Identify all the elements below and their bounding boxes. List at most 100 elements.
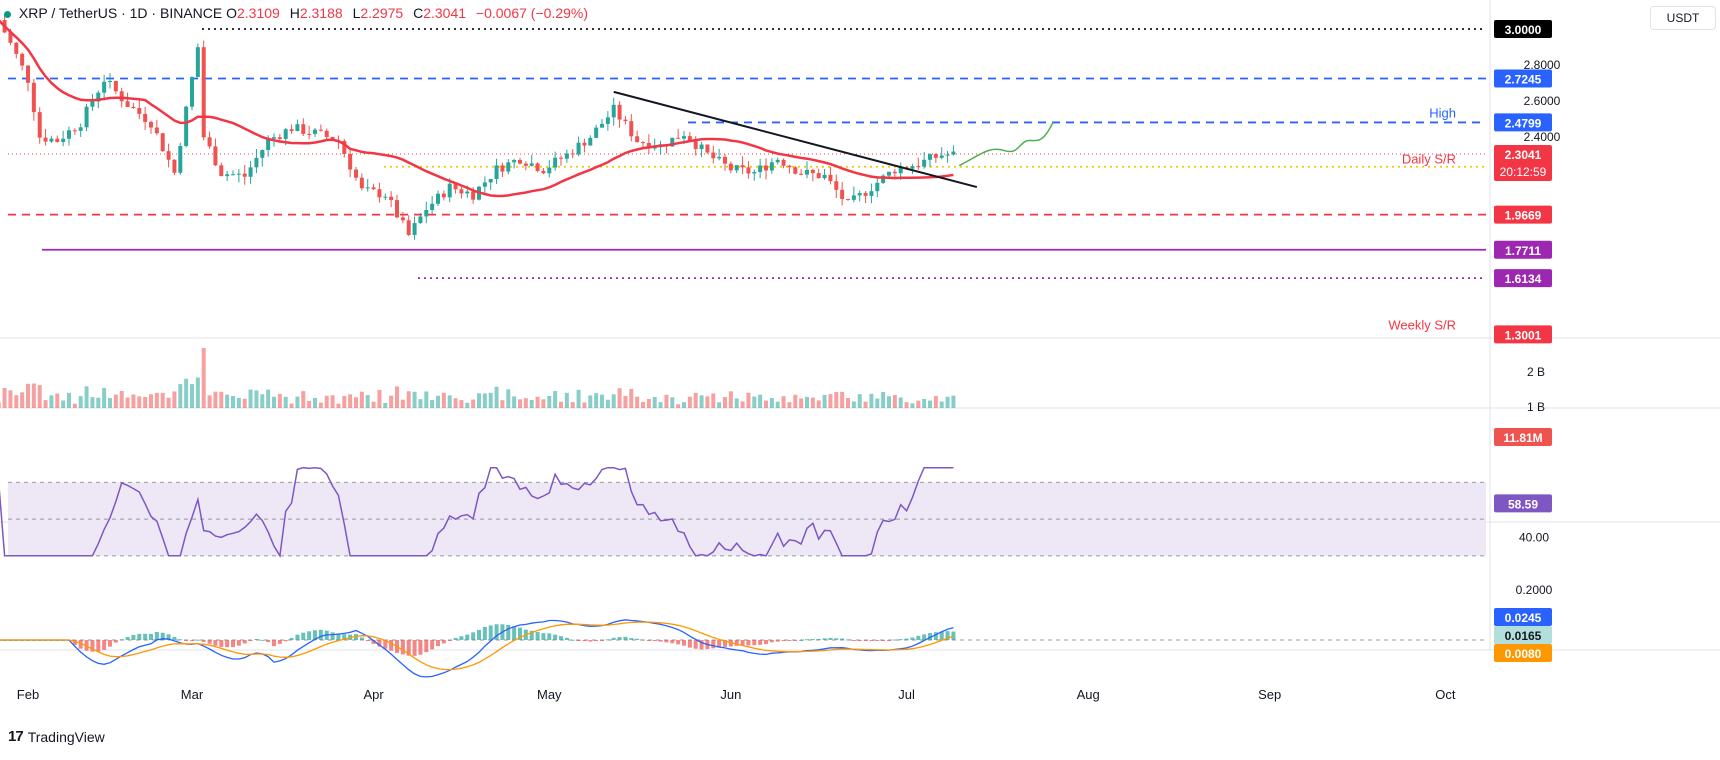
volume-bar[interactable]: [254, 390, 259, 408]
volume-bar[interactable]: [576, 389, 581, 408]
macd-histogram-bar[interactable]: [113, 640, 118, 643]
macd-histogram-bar[interactable]: [248, 640, 253, 641]
volume-bar[interactable]: [512, 396, 517, 408]
macd-histogram-bar[interactable]: [611, 637, 616, 640]
volume-bar[interactable]: [488, 392, 493, 408]
candle-body[interactable]: [277, 137, 282, 139]
macd-histogram-bar[interactable]: [670, 640, 675, 644]
candle-body[interactable]: [611, 104, 616, 118]
volume-bar[interactable]: [359, 391, 364, 408]
candle-body[interactable]: [436, 193, 440, 204]
candle-body[interactable]: [453, 183, 458, 190]
candle-body[interactable]: [523, 163, 528, 166]
macd-histogram-bar[interactable]: [447, 640, 452, 641]
tradingview-branding[interactable]: 17 TradingView: [8, 728, 105, 745]
candle-body[interactable]: [301, 124, 306, 134]
volume-bar[interactable]: [26, 383, 30, 408]
macd-histogram-bar[interactable]: [313, 630, 317, 640]
macd-histogram-bar[interactable]: [576, 640, 581, 641]
macd-histogram-bar[interactable]: [652, 640, 657, 642]
volume-bar[interactable]: [816, 400, 821, 408]
volume-bar[interactable]: [55, 393, 60, 408]
candle-body[interactable]: [113, 80, 118, 92]
candle-body[interactable]: [90, 101, 95, 107]
candle-body[interactable]: [342, 140, 347, 154]
candle-body[interactable]: [236, 173, 241, 175]
candle-body[interactable]: [324, 130, 329, 137]
candle-body[interactable]: [723, 156, 727, 164]
macd-histogram-bar[interactable]: [207, 640, 212, 644]
volume-bar[interactable]: [342, 395, 347, 408]
candle-body[interactable]: [195, 47, 200, 78]
volume-bar[interactable]: [887, 396, 891, 408]
volume-bar[interactable]: [705, 396, 710, 408]
macd-histogram-bar[interactable]: [828, 637, 833, 640]
volume-bar[interactable]: [0, 402, 1, 408]
volume-bar[interactable]: [588, 395, 593, 408]
volume-bar[interactable]: [406, 391, 411, 408]
macd-histogram-bar[interactable]: [459, 636, 464, 640]
macd-histogram-bar[interactable]: [775, 640, 780, 642]
volume-bar[interactable]: [775, 401, 780, 408]
candle-body[interactable]: [547, 167, 552, 174]
candle-body[interactable]: [207, 137, 212, 147]
candle-body[interactable]: [49, 138, 54, 142]
macd-histogram-bar[interactable]: [201, 640, 206, 642]
volume-bar[interactable]: [898, 397, 903, 408]
candle-body[interactable]: [898, 167, 903, 174]
candle-body[interactable]: [734, 165, 739, 171]
macd-histogram-bar[interactable]: [535, 631, 540, 640]
candle-body[interactable]: [799, 173, 804, 175]
volume-bar[interactable]: [37, 385, 42, 408]
volume-bar[interactable]: [933, 396, 938, 408]
candle-body[interactable]: [834, 181, 839, 190]
macd-histogram-bar[interactable]: [236, 640, 241, 646]
macd-histogram-bar[interactable]: [816, 638, 821, 640]
volume-bar[interactable]: [8, 390, 13, 408]
candle-body[interactable]: [887, 171, 891, 176]
macd-histogram-bar[interactable]: [266, 640, 271, 643]
macd-histogram-bar[interactable]: [131, 635, 136, 640]
candle-body[interactable]: [635, 136, 640, 143]
macd-histogram-bar[interactable]: [723, 640, 727, 647]
macd-histogram-bar[interactable]: [869, 640, 874, 641]
candle-body[interactable]: [260, 149, 265, 158]
volume-bar[interactable]: [400, 399, 405, 408]
candle-body[interactable]: [945, 154, 950, 156]
macd-histogram-bar[interactable]: [213, 640, 218, 646]
candle-body[interactable]: [289, 129, 294, 132]
macd-histogram-bar[interactable]: [881, 640, 886, 641]
macd-histogram-bar[interactable]: [96, 640, 101, 652]
macd-histogram-bar[interactable]: [219, 640, 224, 647]
macd-histogram-bar[interactable]: [646, 640, 651, 641]
volume-bar[interactable]: [910, 403, 915, 408]
candle-body[interactable]: [137, 108, 142, 114]
macd-histogram-bar[interactable]: [892, 639, 897, 641]
volume-bar[interactable]: [119, 390, 124, 408]
volume-bar[interactable]: [523, 398, 528, 408]
candle-body[interactable]: [559, 157, 563, 159]
candle-body[interactable]: [430, 203, 435, 210]
volume-bar[interactable]: [67, 392, 71, 408]
macd-histogram-bar[interactable]: [336, 633, 341, 640]
candle-body[interactable]: [676, 137, 681, 139]
candle-body[interactable]: [424, 209, 429, 217]
macd-histogram-bar[interactable]: [582, 640, 587, 642]
macd-histogram-bar[interactable]: [143, 633, 148, 640]
volume-bar[interactable]: [875, 398, 880, 408]
volume-bar[interactable]: [482, 393, 487, 408]
volume-bar[interactable]: [617, 388, 622, 408]
volume-bar[interactable]: [506, 389, 511, 408]
volume-bar[interactable]: [313, 397, 317, 408]
macd-histogram-bar[interactable]: [172, 636, 177, 640]
candle-body[interactable]: [307, 133, 312, 135]
macd-histogram-bar[interactable]: [412, 640, 417, 656]
macd-histogram-bar[interactable]: [682, 640, 686, 646]
macd-histogram-bar[interactable]: [834, 638, 839, 640]
macd-histogram-bar[interactable]: [471, 632, 476, 640]
macd-histogram-bar[interactable]: [178, 639, 183, 641]
macd-histogram-bar[interactable]: [119, 639, 124, 641]
macd-histogram-bar[interactable]: [752, 640, 757, 646]
macd-histogram-bar[interactable]: [430, 640, 435, 650]
currency-button[interactable]: USDT: [1650, 6, 1716, 30]
